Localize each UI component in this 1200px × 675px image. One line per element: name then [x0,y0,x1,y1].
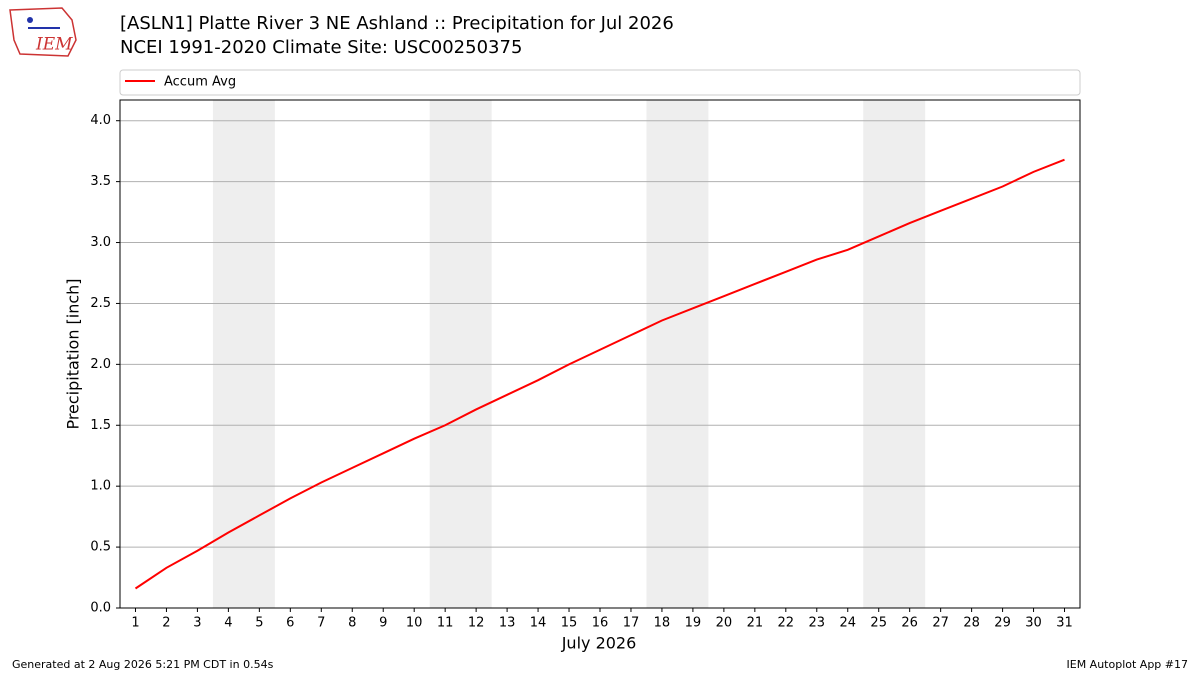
x-tick-label: 12 [468,616,485,631]
x-tick-label: 15 [561,616,578,631]
logo-text: IEM [35,35,73,55]
weekend-shade [646,100,709,608]
chart-title: [ASLN1] Platte River 3 NE Ashland :: Pre… [120,13,674,34]
x-tick-label: 17 [623,616,640,631]
x-tick-label: 14 [530,616,547,631]
legend-box [119,69,1081,96]
x-tick-label: 28 [963,616,980,631]
x-tick-label: 5 [255,616,263,631]
x-tick-label: 20 [716,616,733,631]
x-tick-label: 9 [379,616,387,631]
y-axis-label: Precipitation [inch] [64,278,83,429]
y-tick-label: 2.5 [90,296,111,311]
weekend-shade [429,100,492,608]
weekend-shade [863,100,926,608]
x-tick-label: 8 [348,616,356,631]
x-tick-label: 4 [224,616,232,631]
x-tick-label: 6 [286,616,294,631]
x-axis-label: July 2026 [561,634,637,653]
x-tick-label: 24 [839,616,856,631]
x-tick-label: 31 [1056,616,1073,631]
legend-label: Accum Avg [164,75,236,90]
x-tick-label: 3 [193,616,201,631]
x-tick-label: 2 [162,616,170,631]
x-tick-label: 7 [317,616,325,631]
x-tick-label: 29 [994,616,1011,631]
x-tick-label: 30 [1025,616,1042,631]
x-tick-label: 10 [406,616,423,631]
x-tick-label: 22 [778,616,795,631]
y-tick-label: 2.0 [90,357,111,372]
x-tick-label: 21 [747,616,764,631]
line-series [134,158,1065,590]
y-tick-label: 1.5 [90,418,111,433]
footer-right: IEM Autoplot App #17 [1067,658,1189,671]
logo: IEM [9,7,77,57]
x-tick-label: 19 [685,616,702,631]
weekend-shade [212,100,275,608]
x-tick-label: 18 [654,616,671,631]
y-tick-label: 0.0 [90,601,111,616]
y-tick-label: 0.5 [90,540,111,555]
y-tick-label: 4.0 [90,113,111,128]
x-tick-label: 23 [809,616,826,631]
y-tick-label: 3.0 [90,235,111,250]
footer-left: Generated at 2 Aug 2026 5:21 PM CDT in 0… [12,658,274,671]
x-tick-label: 13 [499,616,516,631]
x-tick-label: 1 [131,616,139,631]
x-tick-label: 16 [592,616,609,631]
chart-subtitle: NCEI 1991-2020 Climate Site: USC00250375 [120,37,522,58]
x-tick-label: 25 [870,616,887,631]
x-tick-label: 27 [932,616,949,631]
y-tick-label: 3.5 [90,174,111,189]
plot-frame [119,99,1081,609]
x-tick-label: 26 [901,616,918,631]
x-tick-label: 11 [437,616,454,631]
y-tick-label: 1.0 [90,479,111,494]
